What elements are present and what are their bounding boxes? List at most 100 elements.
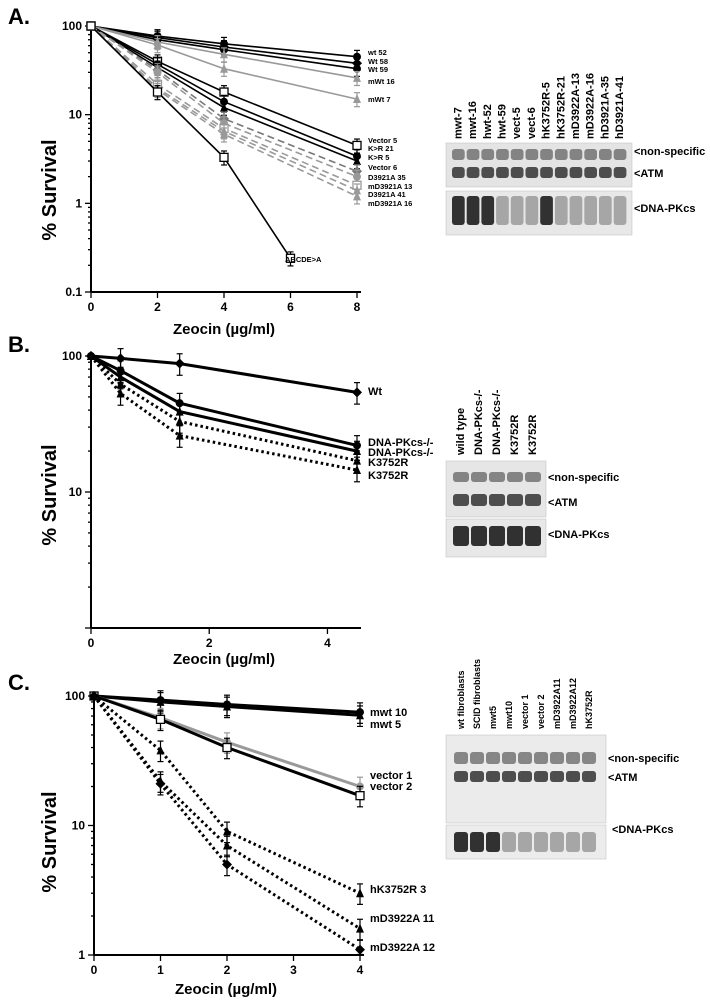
blot-band xyxy=(510,167,524,178)
blot-band xyxy=(525,149,539,160)
lane-label: mwt-7 xyxy=(452,107,464,139)
series-line xyxy=(90,25,358,162)
data-point xyxy=(175,430,184,440)
y-tick-label: 10 xyxy=(72,819,86,833)
series-label: K3752R xyxy=(368,457,408,469)
y-tick-label: 0.1 xyxy=(65,285,82,299)
blot-band xyxy=(582,832,596,852)
lane-label: SCID fibroblasts xyxy=(472,659,482,729)
series-label: hK3752R 3 xyxy=(370,884,426,896)
x-tick-label: 4 xyxy=(357,963,364,977)
blot-b-band-nonspecific: <non-specific xyxy=(548,472,619,484)
blot-band xyxy=(525,526,541,546)
data-point xyxy=(353,156,361,166)
blot-band xyxy=(582,771,596,782)
series-line xyxy=(90,354,358,453)
series-label: mD3922A 12 xyxy=(370,942,435,954)
blot-band xyxy=(452,196,465,225)
blot-a-bands xyxy=(452,149,627,225)
blot-band xyxy=(470,832,484,852)
lane-label: mwt10 xyxy=(504,701,514,729)
data-point xyxy=(356,710,364,720)
x-tick-label: 3 xyxy=(290,963,297,977)
lane-label: hK3752R-5 xyxy=(541,82,553,139)
series-label: mD3921A 16 xyxy=(368,199,412,208)
data-point xyxy=(155,714,166,725)
blot-b-bands xyxy=(453,472,541,546)
blot-band xyxy=(454,752,468,764)
series-line xyxy=(90,25,358,147)
blot-band xyxy=(481,149,495,160)
blot-band xyxy=(518,771,532,782)
blot-band xyxy=(470,771,484,782)
series-md3922a-12 xyxy=(89,691,365,956)
blot-band xyxy=(486,771,500,782)
blot-a-band-dnapkcs: <DNA-PKcs xyxy=(634,203,695,215)
series-line xyxy=(90,25,358,79)
blot-band xyxy=(510,196,524,225)
panel-c-blot: wt fibroblasts SCID fibroblasts mwt5 mwt10 v… xyxy=(445,659,679,860)
lane-label: wt fibroblasts xyxy=(456,670,466,730)
blot-band xyxy=(453,494,469,506)
blot-band xyxy=(582,752,596,764)
series-label: mD3922A 11 xyxy=(370,913,434,925)
data-point xyxy=(86,21,96,31)
lane-label: vector 1 xyxy=(520,694,530,729)
data-point xyxy=(222,859,232,870)
data-point xyxy=(156,696,165,706)
panel-b-ylabel: % Survival xyxy=(39,444,61,545)
y-tick-label: 1 xyxy=(75,196,82,210)
series-line xyxy=(92,695,361,951)
x-tick-label: 0 xyxy=(91,963,98,977)
series-label: wt 52 xyxy=(367,48,387,57)
panel-b-xlabel: Zeocin (µg/ml) xyxy=(173,651,275,668)
y-tick-label: 1 xyxy=(78,948,85,962)
panel-a-blot: mwt-7 mwt-16 hwt-52 hwt-59 vect-5 vect-6 hK375… xyxy=(445,73,705,236)
series-line xyxy=(90,25,358,186)
series-line xyxy=(90,25,358,173)
blot-band xyxy=(507,526,523,546)
blot-band xyxy=(518,752,532,764)
panel-a: A. % Survival Zeocin (µg/ml) 0.1 1 10 100 0 2… xyxy=(8,4,412,338)
blot-band xyxy=(550,752,564,764)
x-tick-label: 0 xyxy=(88,300,95,314)
data-point xyxy=(223,701,231,711)
blot-a-band-nonspecific: <non-specific xyxy=(634,146,705,158)
series-label: D3921A 35 xyxy=(368,173,406,182)
blot-band xyxy=(452,167,465,178)
series-label: Wt 58 xyxy=(368,57,388,66)
lane-label: mD3922A12 xyxy=(568,678,578,729)
data-point xyxy=(174,358,185,369)
blot-band xyxy=(525,167,539,178)
x-tick-label: 8 xyxy=(354,300,361,314)
panel-c-xlabel: Zeocin (µg/ml) xyxy=(175,981,277,998)
blot-band xyxy=(452,149,465,160)
lane-label: hwt-52 xyxy=(482,104,494,139)
blot-band xyxy=(566,832,580,852)
series-label: mwt 5 xyxy=(370,719,401,731)
data-point xyxy=(355,791,365,801)
blot-band xyxy=(569,167,583,178)
data-point xyxy=(223,826,231,836)
lane-label: K3752R xyxy=(509,415,521,455)
series-label: K>R 21 xyxy=(368,144,394,153)
blot-band xyxy=(470,752,484,764)
y-tick-label: 100 xyxy=(65,689,85,703)
blot-band xyxy=(481,167,495,178)
blot-band xyxy=(454,832,468,852)
series-label: Vector 5 xyxy=(368,136,397,145)
blot-band xyxy=(507,494,523,506)
blot-band xyxy=(489,526,505,546)
series-line xyxy=(92,695,361,930)
series-md3922a-11 xyxy=(90,691,364,941)
lane-label: mwt-16 xyxy=(467,101,479,139)
series-label: vector 1 xyxy=(370,770,412,782)
data-point xyxy=(356,888,364,898)
series-line xyxy=(90,25,292,259)
series-label: DNA-PKcs-/- xyxy=(368,447,434,459)
lane-label: hwt-59 xyxy=(496,104,508,139)
blot-band xyxy=(496,196,509,225)
